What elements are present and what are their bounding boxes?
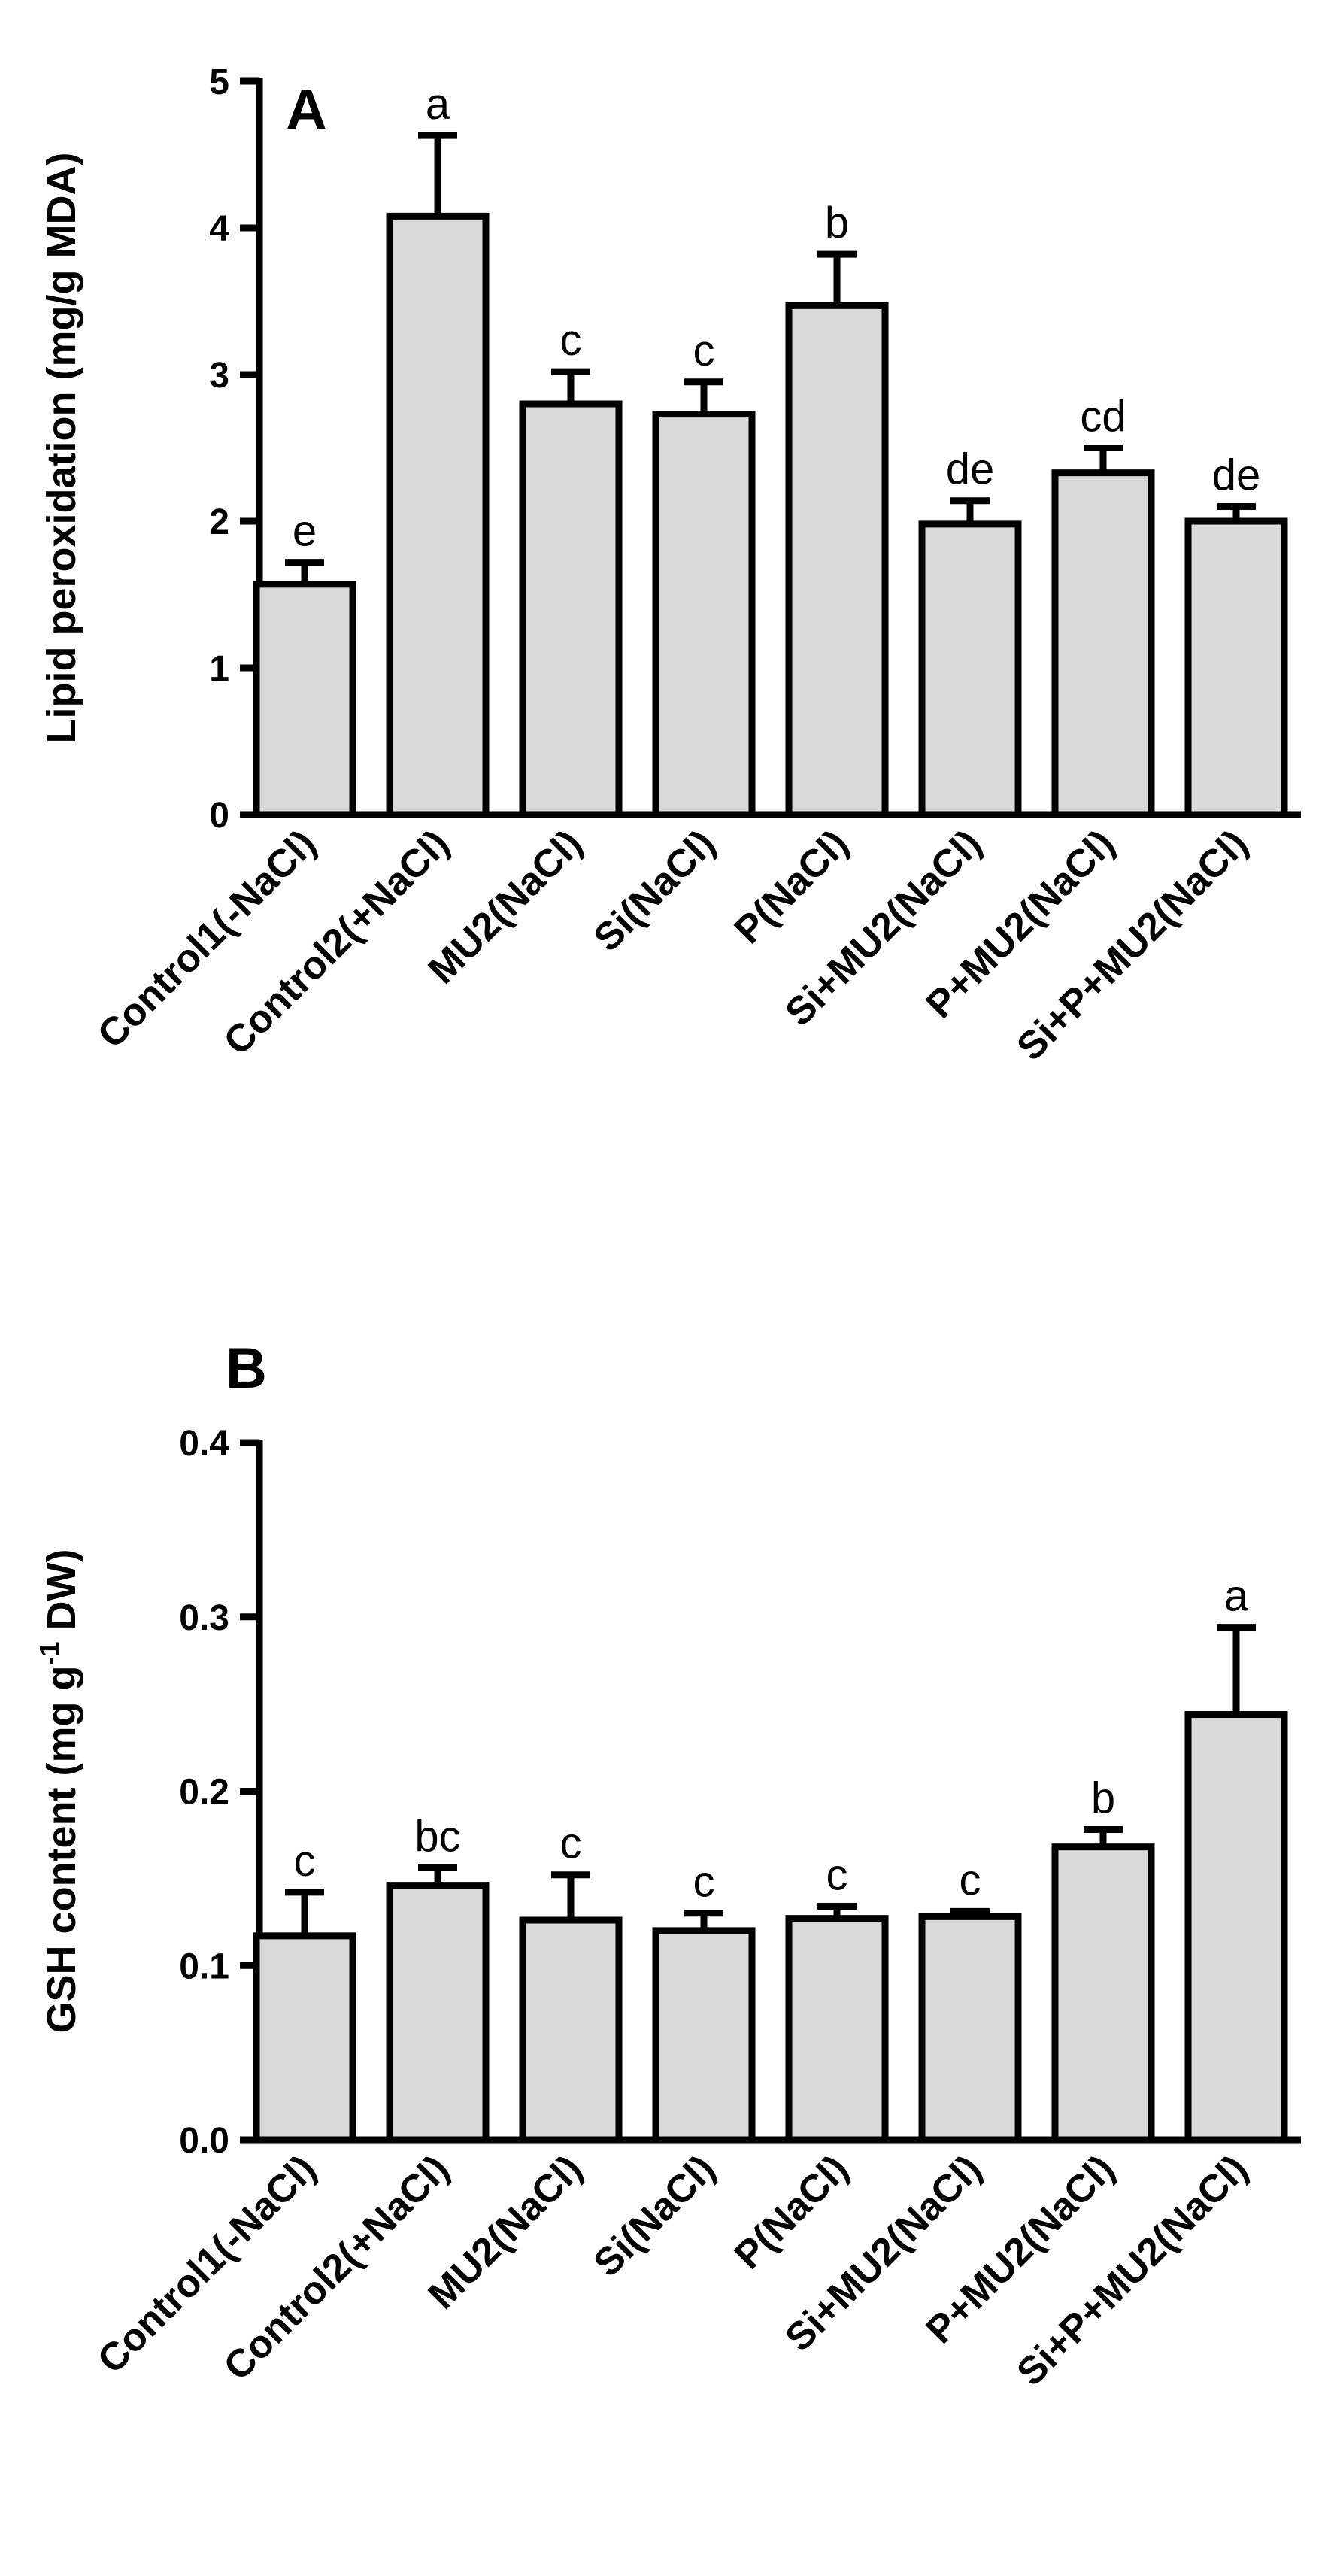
significance-label: de [1212,451,1261,500]
panel-letter: B [226,1337,267,1400]
chart-panel-b: 0.0 0.1 0.2 0.3 0.4 GSH content (mg g-1 DW) Bc… [34,1337,1301,2395]
significance-label: de [946,445,995,494]
y-tick-label: 2 [209,502,229,542]
significance-label: a [1224,1572,1249,1621]
y-tick-label: 0.1 [179,1946,229,1986]
significance-label: a [426,80,450,129]
bar [1051,1843,1155,2144]
significance-label: e [293,507,317,556]
category-label: P(NaCl) [726,2147,857,2277]
category-label: Si(NaCl) [585,2147,723,2285]
category-label: Control2(+NaCl) [216,2147,458,2389]
y-tick-label: 4 [209,209,229,249]
category-label: Si+P+MU2(NaCl) [1008,2147,1256,2394]
bar [918,520,1022,818]
category-label: Control2(+NaCl) [216,821,458,1063]
y-tick-label: 0.3 [179,1598,229,1638]
bar [519,400,623,818]
y-tick-label: 3 [209,356,229,396]
y-axis-label: Lipid peroxidation (mg/g MDA) [39,153,84,744]
significance-label: cd [1080,393,1126,441]
y-tick-label: 0.0 [179,2121,229,2161]
significance-label: c [294,1837,316,1886]
chart-panel-a: 0 1 2 3 4 5 Lipid peroxidation (mg/g MDA) Ae Con… [39,62,1301,1070]
y-tick-label: 0.4 [179,1424,229,1464]
y-tick-label: 5 [209,62,229,102]
significance-label: c [960,1855,981,1904]
bar [1184,517,1288,818]
bar [386,212,490,818]
category-label: Control1(-NaCl) [89,821,325,1057]
bar [918,1913,1022,2144]
bar [1051,469,1155,818]
category-label: P(NaCl) [726,821,857,952]
significance-label: c [693,326,715,375]
y-tick-label: 0 [209,796,229,836]
category-label: Control1(-NaCl) [89,2147,325,2382]
significance-label: c [826,1850,848,1899]
bar [652,1927,756,2144]
y-axis-label: GSH content (mg g-1 DW) [34,1549,84,2034]
bar [785,302,889,818]
significance-label: c [693,1858,715,1907]
category-label: Si+P+MU2(NaCl) [1008,821,1256,1069]
bar [519,1916,623,2144]
significance-label: b [825,199,849,247]
bar [652,411,756,818]
bar [253,1932,356,2144]
bar [1184,1711,1288,2144]
bar [785,1915,889,2144]
bar [253,581,356,818]
bar [386,1882,490,2144]
panel-letter: A [286,78,327,142]
y-tick-label: 1 [209,649,229,689]
category-label: Si(NaCl) [585,821,723,960]
significance-label: c [560,316,582,365]
y-tick-label: 0.2 [179,1773,229,1813]
significance-label: c [560,1819,582,1868]
significance-label: bc [414,1812,460,1861]
significance-label: b [1091,1773,1115,1822]
